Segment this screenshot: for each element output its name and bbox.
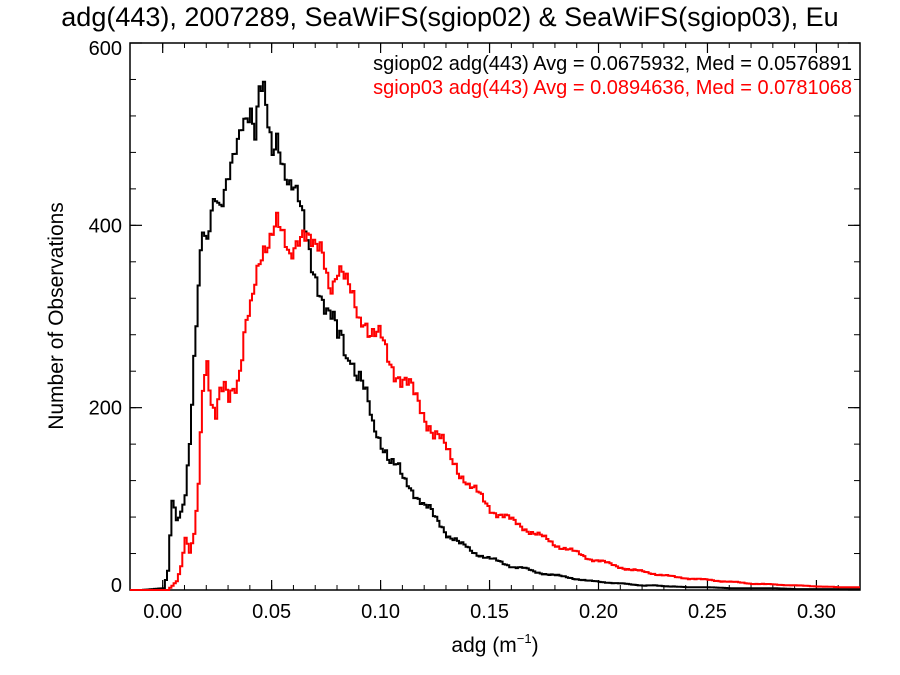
- chart-title: adg(443), 2007289, SeaWiFS(sgiop02) & Se…: [61, 2, 838, 32]
- series-layer: [130, 80, 860, 591]
- x-axis-label-end: ): [532, 634, 539, 657]
- x-tick-label: 0.05: [252, 601, 291, 623]
- series-2-histogram: [130, 211, 860, 591]
- plot-frame: [129, 42, 861, 591]
- y-tick-label: 400: [89, 215, 122, 237]
- legend-entry: sgiop03 adg(443) Avg = 0.0894636, Med = …: [373, 77, 852, 99]
- x-axis-label-main: adg (m: [451, 634, 516, 657]
- x-tick-label: 0.00: [143, 601, 182, 623]
- x-tick-label: 0.10: [361, 601, 400, 623]
- series-1-histogram: [130, 80, 860, 591]
- y-tick-label: 200: [89, 398, 122, 420]
- x-axis-label-superscript: −1: [517, 631, 532, 646]
- y-tick-label: 0: [111, 575, 122, 597]
- legend: sgiop02 adg(443) Avg = 0.0675932, Med = …: [373, 53, 852, 99]
- y-axis-label: Number of Observations: [45, 202, 68, 430]
- x-axis-label: adg (m−1): [451, 631, 538, 657]
- x-tick-label: 0.15: [470, 601, 509, 623]
- x-tick-label: 0.30: [797, 601, 836, 623]
- x-axis-ticks: 0.00 0.05 0.10 0.15 0.20 0.25 0.30: [143, 43, 861, 623]
- y-tick-label: 600: [89, 38, 122, 60]
- x-tick-label: 0.25: [688, 601, 727, 623]
- y-axis-ticks: 0 200 400 600: [89, 38, 860, 597]
- x-tick-label: 0.20: [579, 601, 618, 623]
- legend-entry: sgiop02 adg(443) Avg = 0.0675932, Med = …: [373, 53, 852, 75]
